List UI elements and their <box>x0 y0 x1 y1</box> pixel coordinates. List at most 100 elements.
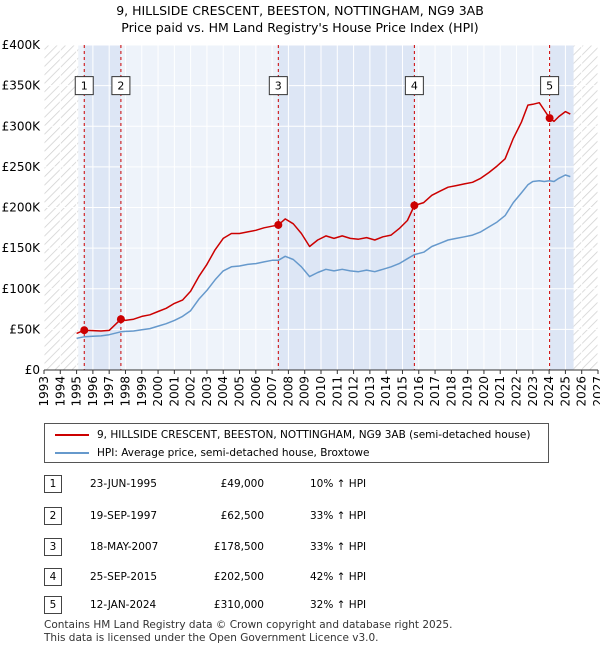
legend: 9, HILLSIDE CRESCENT, BEESTON, NOTTINGHA… <box>44 423 549 463</box>
x-tick-label: 1993 <box>37 376 51 407</box>
sale-number-badge: 2 <box>44 507 62 525</box>
x-tick-label: 2014 <box>379 376 393 407</box>
sale-marker-badge <box>268 76 288 96</box>
sale-marker-badge <box>111 76 131 96</box>
x-tick-label: 2013 <box>363 376 377 407</box>
x-tick-label: 2025 <box>558 376 572 407</box>
y-tick-label: £100K <box>2 282 42 296</box>
price-chart: 1 2 3 4 5 £0 £50K £100K £150K £200K £250K £300K £35… <box>2 38 600 407</box>
x-tick-label: 2007 <box>265 376 279 407</box>
x-tick-label: 2016 <box>412 376 426 407</box>
x-tick-label: 2020 <box>477 376 491 407</box>
x-tick-label: 2023 <box>526 376 540 407</box>
sale-hpi-change: 33% ↑ HPI <box>310 541 367 553</box>
sale-marker-number: 1 <box>81 80 88 93</box>
sale-price: £62,500 <box>220 510 264 522</box>
sale-row: 1 23-JUN-1995 £49,000 10% ↑ HPI <box>44 475 564 495</box>
y-tick-label: £0 <box>25 363 40 377</box>
x-tick-label: 1997 <box>102 376 116 407</box>
y-tick-label: £50K <box>9 322 41 336</box>
sale-row: 4 25-SEP-2015 £202,500 42% ↑ HPI <box>44 568 564 588</box>
sale-row: 5 12-JAN-2024 £310,000 32% ↑ HPI <box>44 596 564 616</box>
x-tick-label: 1994 <box>53 376 67 407</box>
sale-marker-number: 5 <box>546 80 553 93</box>
sale-number-badge: 4 <box>44 568 62 586</box>
sale-marker-number: 4 <box>411 80 418 93</box>
sale-date: 18-MAY-2007 <box>90 541 159 553</box>
legend-property-swatch <box>55 434 89 436</box>
footer-line-2: This data is licensed under the Open Gov… <box>44 631 379 644</box>
sale-marker-badge <box>540 76 560 96</box>
legend-hpi-label: HPI: Average price, semi-detached house,… <box>97 447 370 459</box>
x-tick-label: 2021 <box>493 376 507 407</box>
title-line-1: 9, HILLSIDE CRESCENT, BEESTON, NOTTINGHA… <box>116 3 484 18</box>
hpi-line <box>76 174 571 340</box>
y-tick-label: £300K <box>2 119 42 133</box>
legend-property-label: 9, HILLSIDE CRESCENT, BEESTON, NOTTINGHA… <box>97 429 531 441</box>
sale-marker-badge <box>404 76 424 96</box>
sale-hpi-change: 42% ↑ HPI <box>310 571 367 583</box>
sale-marker-number: 2 <box>117 80 124 93</box>
x-tick-label: 2003 <box>200 376 214 407</box>
x-tick-label: 1999 <box>135 376 149 407</box>
x-tick-label: 2006 <box>249 376 263 407</box>
x-tick-label: 2012 <box>347 376 361 407</box>
x-tick-label: 2022 <box>510 376 524 407</box>
x-tick-label: 2002 <box>184 376 198 407</box>
sale-price: £310,000 <box>213 599 264 611</box>
y-tick-label: £200K <box>2 201 42 215</box>
y-tick-label: £400K <box>2 38 42 52</box>
sale-number-badge: 5 <box>44 596 62 614</box>
x-tick-label: 2027 <box>591 376 600 407</box>
sale-date: 19-SEP-1997 <box>90 510 158 522</box>
sale-price: £202,500 <box>213 571 264 583</box>
y-tick-label: £250K <box>2 160 42 174</box>
x-tick-label: 2010 <box>314 376 328 407</box>
sale-date: 23-JUN-1995 <box>90 478 157 490</box>
sale-row: 3 18-MAY-2007 £178,500 33% ↑ HPI <box>44 538 564 558</box>
property-price-line <box>76 101 571 335</box>
sale-hpi-change: 33% ↑ HPI <box>310 510 367 522</box>
sale-point <box>116 315 125 324</box>
x-tick-label: 2011 <box>330 376 344 407</box>
sale-hpi-change: 10% ↑ HPI <box>310 478 367 490</box>
y-tick-label: £350K <box>2 79 42 93</box>
y-tick-label: £150K <box>2 241 42 255</box>
sale-hpi-change: 32% ↑ HPI <box>310 599 367 611</box>
sale-point <box>410 201 419 210</box>
legend-item-property: 9, HILLSIDE CRESCENT, BEESTON, NOTTINGHA… <box>55 427 530 443</box>
x-tick-label: 2015 <box>395 376 409 407</box>
footer-line-1: Contains HM Land Registry data © Crown c… <box>44 619 453 631</box>
sale-number-badge: 1 <box>44 475 62 493</box>
x-tick-label: 1996 <box>86 376 100 407</box>
sale-date: 25-SEP-2015 <box>90 571 158 583</box>
x-tick-label: 2008 <box>281 376 295 407</box>
x-tick-label: 2024 <box>542 376 556 407</box>
x-tick-label: 2026 <box>575 376 589 407</box>
sale-point <box>80 326 89 335</box>
x-tick-label: 2019 <box>461 376 475 407</box>
sale-point <box>274 220 283 229</box>
title-line-2: Price paid vs. HM Land Registry's House … <box>121 20 479 35</box>
x-tick-label: 2018 <box>444 376 458 407</box>
sale-date: 12-JAN-2024 <box>90 599 157 611</box>
legend-item-hpi: HPI: Average price, semi-detached house,… <box>55 445 369 461</box>
sale-marker-badge <box>74 76 94 96</box>
sale-row: 2 19-SEP-1997 £62,500 33% ↑ HPI <box>44 507 564 527</box>
chart-title: 9, HILLSIDE CRESCENT, BEESTON, NOTTINGHA… <box>0 2 600 36</box>
sale-price: £178,500 <box>213 541 264 553</box>
x-tick-label: 2005 <box>233 376 247 407</box>
sale-marker-number: 3 <box>275 80 282 93</box>
sale-price: £49,000 <box>220 478 264 490</box>
x-tick-label: 1995 <box>70 376 84 407</box>
x-tick-label: 2009 <box>298 376 312 407</box>
legend-hpi-swatch <box>55 452 89 454</box>
sale-number-badge: 3 <box>44 538 62 556</box>
x-tick-label: 2017 <box>428 376 442 407</box>
x-tick-label: 2001 <box>167 376 181 407</box>
sale-point <box>545 114 554 123</box>
x-tick-label: 2000 <box>151 376 165 407</box>
x-tick-label: 1998 <box>118 376 132 407</box>
x-tick-label: 2004 <box>216 376 230 407</box>
footer-attribution: Contains HM Land Registry data © Crown c… <box>44 619 452 644</box>
